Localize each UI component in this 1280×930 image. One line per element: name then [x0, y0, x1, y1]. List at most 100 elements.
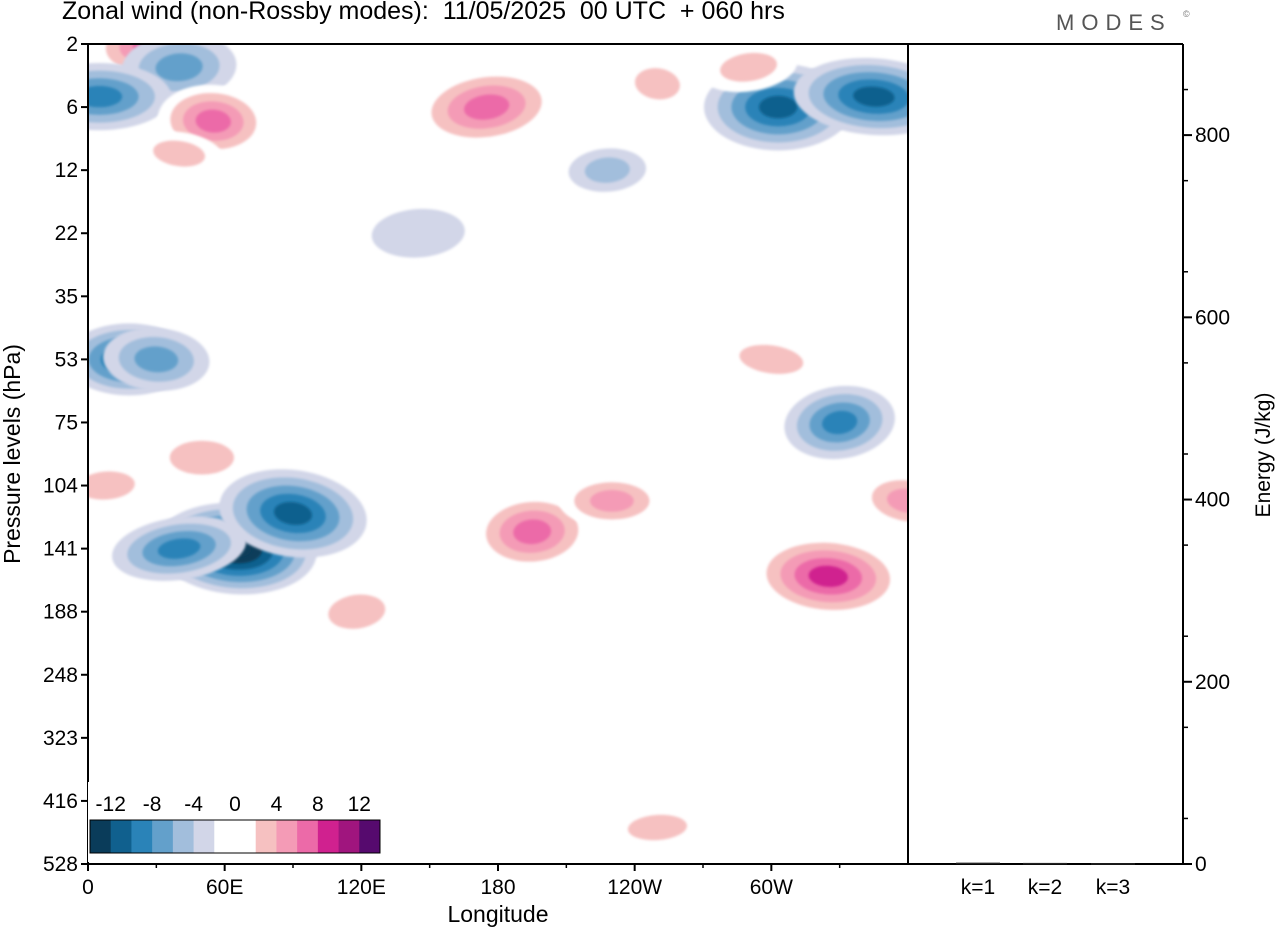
wind-contour: [88, 85, 123, 108]
colorbar-swatch: [152, 820, 174, 853]
colorbar-swatch: [214, 820, 236, 853]
colorbar-swatch: [131, 820, 153, 853]
wind-contour: [822, 410, 858, 435]
energy-category-label: k=2: [1028, 876, 1062, 899]
colorbar-label: -12: [96, 793, 126, 816]
wind-contour: [273, 501, 313, 525]
y-tick-label: 12: [55, 159, 78, 182]
wind-contour: [463, 94, 510, 120]
wind-contour: [134, 346, 179, 373]
wind-feature: [146, 428, 257, 487]
wind-feature: [219, 469, 367, 558]
colorbar-label: 8: [312, 793, 324, 816]
energy-axis-label: Energy (J/kg): [1252, 393, 1275, 518]
wind-feature: [699, 44, 798, 93]
colorbar: -12 -8 -4 0 4 8 12: [88, 782, 384, 862]
energy-tick-label: 800: [1195, 124, 1230, 147]
wind-feature: [134, 131, 224, 176]
x-tick-label: 180: [480, 876, 515, 899]
wind-contour: [853, 86, 895, 107]
wind-contour: [153, 140, 206, 167]
colorbar-swatch: [235, 820, 257, 853]
colorbar-label: -4: [184, 793, 203, 816]
wind-contour: [808, 565, 848, 587]
zonal-wind-heatmap: [88, 44, 908, 864]
wind-contour: [739, 344, 804, 374]
wind-contour: [589, 489, 634, 512]
wind-feature: [415, 67, 558, 147]
wind-contour: [195, 109, 231, 133]
colorbar-swatch: [276, 820, 298, 853]
y-tick-label: 22: [55, 222, 78, 245]
y-tick-label: 528: [43, 853, 78, 876]
wind-feature: [606, 805, 709, 850]
wind-contour: [520, 825, 590, 864]
energy-bar: [1023, 862, 1067, 865]
y-tick-label: 141: [43, 538, 78, 561]
y-tick-label: 2: [66, 33, 78, 56]
colorbar-swatch: [110, 820, 132, 853]
wind-feature: [784, 385, 895, 460]
x-tick-label: 60W: [750, 876, 793, 899]
y-tick-label: 323: [43, 727, 78, 750]
colorbar-swatch: [338, 820, 360, 853]
y-tick-label: 6: [66, 96, 78, 119]
energy-bar: [1091, 863, 1135, 865]
colorbar-swatch: [255, 820, 277, 853]
energy-category-label: k=1: [961, 876, 995, 899]
energy-bar: [956, 862, 1000, 865]
colorbar-label: -8: [143, 793, 162, 816]
colorbar-swatch: [317, 820, 340, 853]
y-tick-label: 188: [43, 601, 78, 624]
colorbar-swatch: [297, 820, 319, 853]
colorbar-label: 12: [348, 793, 371, 816]
wind-feature: [520, 825, 590, 864]
energy-category-label: k=3: [1096, 876, 1130, 899]
x-tick-label: 0: [82, 876, 94, 899]
wind-contour: [155, 53, 203, 82]
wind-feature: [112, 516, 247, 581]
wind-feature: [88, 63, 172, 131]
energy-tick-label: 0: [1195, 853, 1207, 876]
x-tick-label: 120E: [337, 876, 386, 899]
wind-contour: [720, 52, 777, 82]
y-tick-label: 53: [55, 348, 78, 371]
wind-feature: [793, 57, 908, 136]
copyright-mark: ©: [1183, 9, 1190, 19]
energy-tick-label: 200: [1195, 671, 1230, 694]
y-tick-label: 248: [43, 664, 78, 687]
y-axis-label: Pressure levels (hPa): [0, 344, 25, 564]
wind-feature: [103, 327, 210, 391]
chart-title: Zonal wind (non-Rossby modes): 11/05/202…: [62, 0, 785, 25]
wind-contour: [584, 157, 630, 183]
wind-feature: [568, 148, 647, 192]
energy-tick-label: 400: [1195, 489, 1230, 512]
wind-feature: [371, 208, 465, 258]
colorbar-label: 4: [271, 793, 283, 816]
wind-contour: [371, 208, 465, 258]
colorbar-swatch: [90, 820, 112, 853]
x-tick-label: 60E: [206, 876, 243, 899]
wind-feature: [752, 535, 905, 618]
energy-tick-label: 600: [1195, 306, 1230, 329]
wind-feature: [618, 56, 697, 111]
y-tick-label: 75: [55, 411, 78, 434]
wind-feature: [88, 461, 156, 510]
energy-bar-chart: 0 200 400 600 800 k=1 k=2 k=3: [956, 88, 1230, 899]
wind-contour: [157, 538, 201, 559]
wind-feature: [472, 493, 592, 571]
wind-contour: [328, 594, 386, 629]
wind-feature: [558, 474, 666, 528]
colorbar-swatch: [172, 820, 195, 853]
colorbar-swatch: [193, 820, 215, 853]
y-tick-label: 104: [43, 475, 78, 498]
x-axis-label: Longitude: [447, 901, 548, 927]
modes-logo: MODES: [1056, 10, 1172, 35]
y-tick-label: 416: [43, 790, 78, 813]
wind-contour: [634, 68, 680, 100]
colorbar-label: 0: [229, 793, 241, 816]
wind-contour: [627, 814, 687, 841]
colorbar-frame: [89, 819, 381, 854]
